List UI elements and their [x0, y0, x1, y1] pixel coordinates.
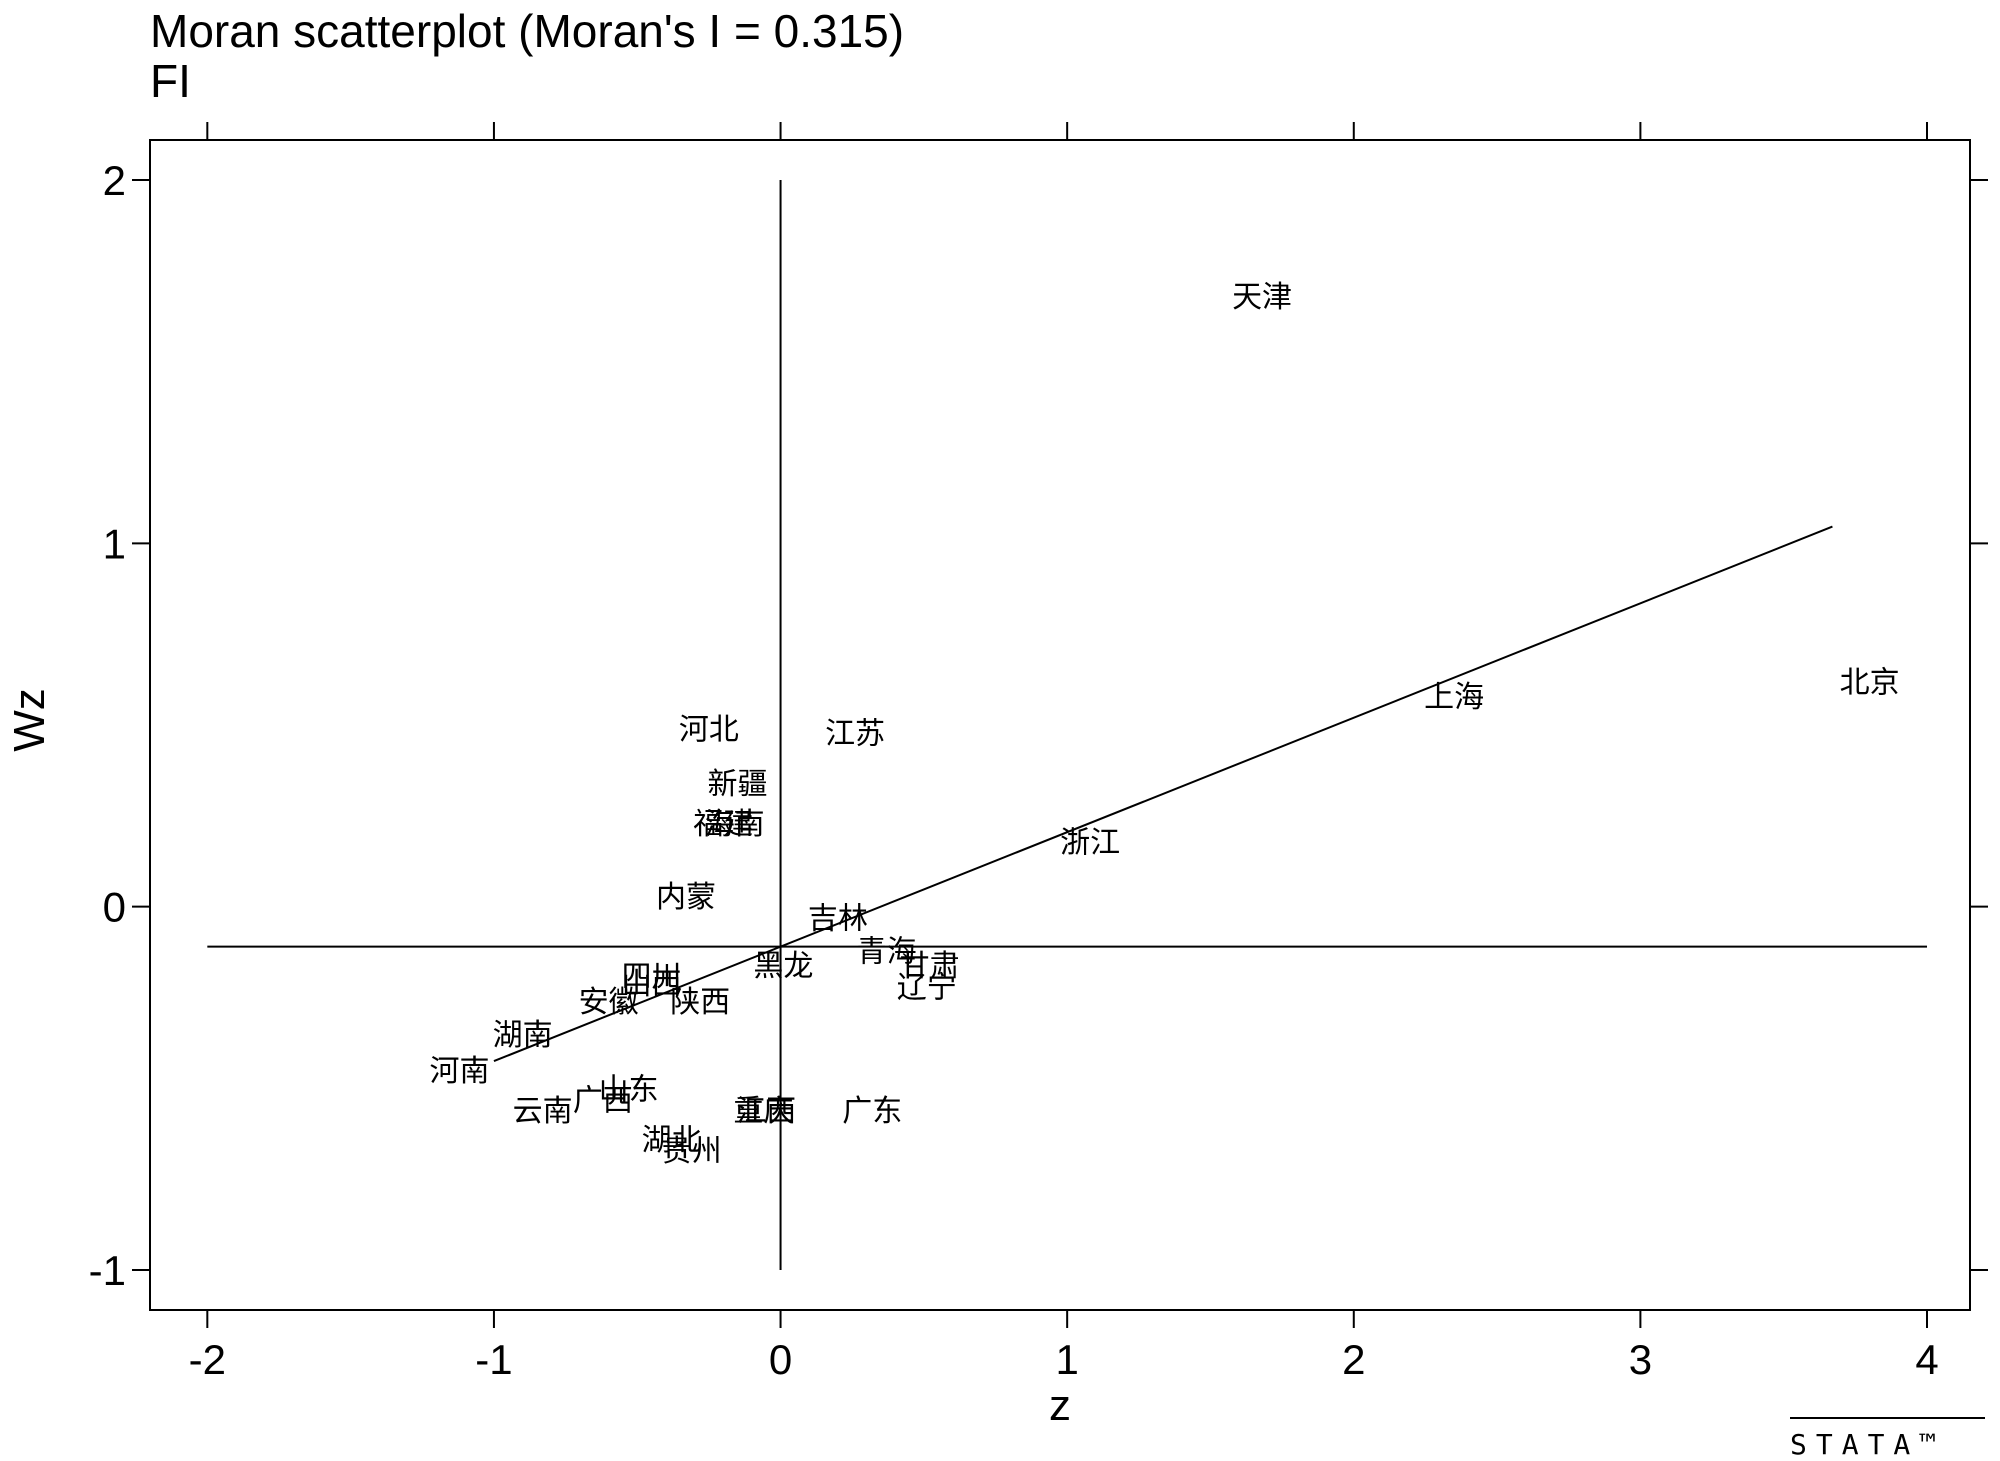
point-label: 江西	[736, 1094, 796, 1129]
chart-title: Moran scatterplot (Moran's I = 0.315)	[150, 5, 905, 57]
y-axis-label: Wz	[5, 688, 54, 752]
point-label: 山东	[599, 1072, 659, 1107]
x-tick-label: 1	[1055, 1336, 1078, 1383]
point-label: 陕西	[670, 985, 730, 1020]
point-label: 重庆	[733, 1094, 793, 1129]
reference-lines	[207, 179, 1928, 1271]
point-label: 甘肃	[900, 949, 960, 984]
x-tick-label: 4	[1915, 1336, 1938, 1383]
x-axis-label: z	[1049, 1381, 1071, 1430]
point-label: 四川	[622, 960, 682, 995]
y-tick-label: -1	[89, 1247, 126, 1294]
point-label: 安徽	[579, 985, 639, 1020]
point-label: 山西	[622, 967, 682, 1002]
chart-subtitle: FI	[150, 55, 191, 107]
point-label: 云南	[513, 1094, 573, 1129]
point-label: 湖北	[642, 1123, 702, 1158]
x-tick-label: -2	[189, 1336, 226, 1383]
stata-logo-text: STATA™	[1790, 1428, 1945, 1461]
point-label: 浙江	[1060, 825, 1120, 860]
point-label: 辽宁	[897, 971, 957, 1006]
point-label: 黑龙	[753, 949, 813, 984]
x-tick-label: 3	[1629, 1336, 1652, 1383]
point-label: 海南	[705, 807, 765, 842]
point-label: 湖南	[493, 1018, 553, 1053]
stata-logo: STATA™	[1790, 1417, 1985, 1461]
point-label: 广东	[842, 1094, 902, 1129]
point-label: 内蒙	[656, 880, 716, 915]
y-tick-label: 0	[103, 884, 126, 931]
point-label: 广西	[573, 1083, 633, 1118]
point-label: 上海	[1424, 680, 1484, 715]
y-tick-label: 2	[103, 157, 126, 204]
point-label: 贵州	[662, 1134, 722, 1169]
axis-ticks: -2 -1 0 1 2 3 4 -1 0 1 2	[89, 122, 1988, 1383]
point-label: 北京	[1840, 665, 1900, 700]
point-label: 福建	[693, 807, 753, 842]
x-tick-label: 0	[769, 1336, 792, 1383]
point-label: 青海	[857, 934, 917, 969]
x-tick-label: 2	[1342, 1336, 1365, 1383]
x-tick-label: -1	[475, 1336, 512, 1383]
point-label: 河南	[430, 1054, 490, 1089]
point-label: 吉林	[808, 902, 868, 937]
plot-frame	[149, 139, 1971, 1311]
point-label: 河北	[679, 713, 739, 748]
point-label: 新疆	[708, 767, 768, 802]
point-label: 江苏	[825, 716, 885, 751]
fit-line	[493, 525, 1833, 1063]
point-label: 天津	[1232, 280, 1292, 315]
y-tick-label: 1	[103, 520, 126, 567]
